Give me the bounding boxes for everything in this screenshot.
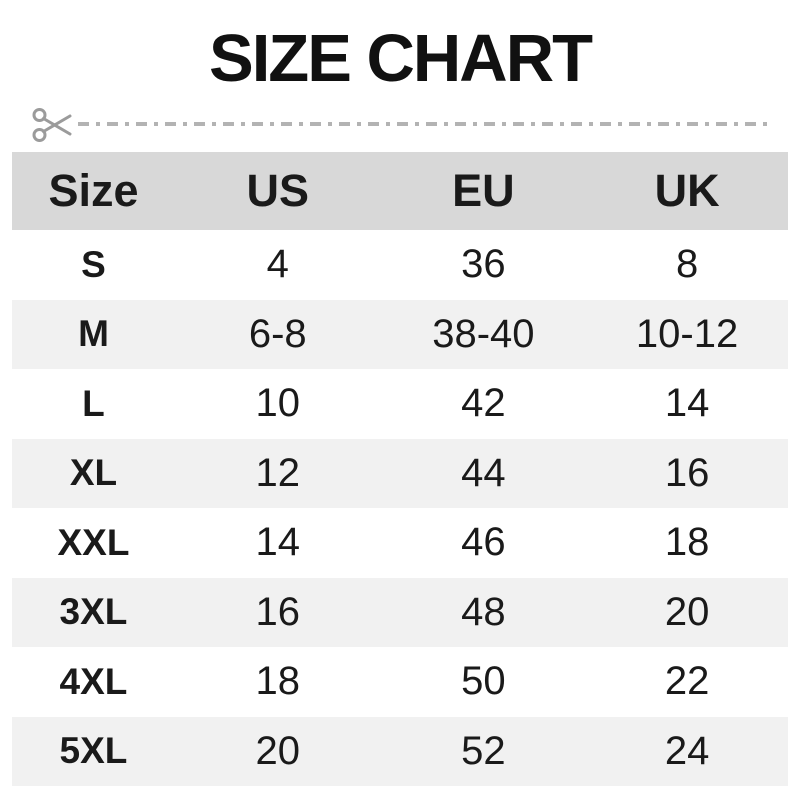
cell-size: S <box>81 243 106 285</box>
table-row: XXL 14 46 18 <box>12 508 788 578</box>
cell-eu: 50 <box>461 659 506 704</box>
cell-uk: 24 <box>664 728 710 773</box>
cell-uk: 14 <box>664 381 710 426</box>
header-eu: EU <box>452 165 515 216</box>
cell-size: XXL <box>57 521 130 563</box>
cell-us: 14 <box>255 520 301 565</box>
cell-eu: 52 <box>461 728 506 773</box>
table-header-row: Size US EU UK <box>12 152 788 230</box>
cut-line <box>0 104 800 146</box>
cell-us: 12 <box>255 450 301 495</box>
cell-eu: 42 <box>461 381 506 426</box>
header-us: US <box>246 165 310 216</box>
size-table: Size US EU UK S 4 36 8 M 6-8 38-40 10-12… <box>12 152 788 786</box>
size-table-body: S 4 36 8 M 6-8 38-40 10-12 L 10 42 14 XL… <box>12 230 788 786</box>
cell-us: 4 <box>266 242 289 287</box>
page-title: SIZE CHART <box>209 21 593 96</box>
cell-eu: 44 <box>461 450 506 495</box>
table-row: L 10 42 14 <box>12 369 788 439</box>
table-row: 3XL 16 48 20 <box>12 577 788 647</box>
cell-us: 16 <box>255 589 301 634</box>
cell-us: 20 <box>255 728 301 773</box>
table-row: XL 12 44 16 <box>12 438 788 508</box>
cell-us: 10 <box>255 381 301 426</box>
cell-size: XL <box>69 452 118 494</box>
cell-size: 3XL <box>59 591 128 633</box>
cell-eu: 38-40 <box>432 311 535 356</box>
cell-eu: 48 <box>461 589 506 634</box>
table-row: M 6-8 38-40 10-12 <box>12 299 788 369</box>
table-row: 5XL 20 52 24 <box>12 716 788 786</box>
dashed-cut-line <box>78 122 768 126</box>
cell-size: M <box>78 313 109 355</box>
table-row: 4XL 18 50 22 <box>12 647 788 717</box>
cell-size: 4XL <box>59 660 128 702</box>
cell-size: 5XL <box>59 730 128 772</box>
table-row: S 4 36 8 <box>12 230 788 300</box>
header-uk: UK <box>654 165 720 216</box>
cell-us: 18 <box>255 659 301 704</box>
cell-uk: 20 <box>664 589 710 634</box>
cell-uk: 18 <box>664 520 710 565</box>
cell-size: L <box>82 382 105 424</box>
cell-us: 6-8 <box>248 311 307 356</box>
cell-uk: 10-12 <box>635 311 739 356</box>
header-size: Size <box>48 165 139 216</box>
cell-uk: 8 <box>675 242 699 287</box>
cell-eu: 36 <box>461 242 506 287</box>
cell-uk: 16 <box>664 450 710 495</box>
scissors-icon <box>32 108 72 142</box>
cell-eu: 46 <box>461 520 506 565</box>
cell-uk: 22 <box>664 659 710 704</box>
